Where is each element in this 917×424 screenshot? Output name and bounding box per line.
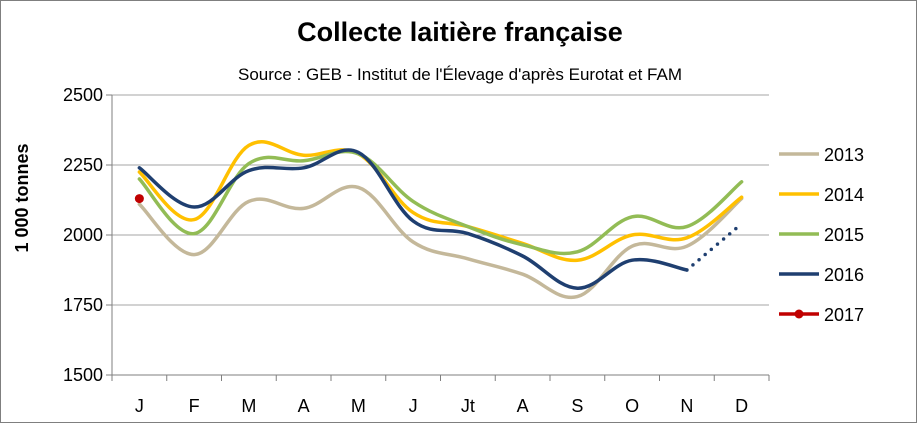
x-tick-label-0: J bbox=[135, 396, 144, 416]
x-tick-label-8: S bbox=[571, 396, 583, 416]
x-tick-labels: J F M A M J Jt A S O N D bbox=[135, 396, 748, 416]
y-tick-label-1750: 1750 bbox=[63, 295, 103, 315]
chart-subtitle: Source : GEB - Institut de l'Élevage d'a… bbox=[238, 65, 682, 84]
chart-title: Collecte laitière française bbox=[297, 17, 623, 47]
x-tick-label-7: A bbox=[517, 396, 529, 416]
legend: 2013 2014 2015 2016 2017 bbox=[779, 145, 864, 325]
y-tick-labels: 1500 1750 2000 2250 2500 bbox=[63, 85, 103, 385]
legend-label-2017: 2017 bbox=[824, 305, 864, 325]
x-tick-label-10: N bbox=[680, 396, 693, 416]
y-tick-label-2000: 2000 bbox=[63, 225, 103, 245]
x-tick-label-5: J bbox=[409, 396, 418, 416]
x-tick-label-1: F bbox=[189, 396, 200, 416]
x-tick-label-4: M bbox=[351, 396, 366, 416]
x-tick-label-3: A bbox=[298, 396, 310, 416]
x-tick-label-6: Jt bbox=[461, 396, 475, 416]
legend-label-2013: 2013 bbox=[824, 145, 864, 165]
x-tick-label-9: O bbox=[625, 396, 639, 416]
legend-label-2015: 2015 bbox=[824, 225, 864, 245]
legend-marker-2017 bbox=[795, 310, 804, 319]
y-tick-label-1500: 1500 bbox=[63, 365, 103, 385]
x-tick-label-2: M bbox=[241, 396, 256, 416]
series-forecast-2016 bbox=[687, 224, 742, 270]
x-tick-label-11: D bbox=[735, 396, 748, 416]
series-line-2013 bbox=[139, 186, 741, 297]
legend-label-2016: 2016 bbox=[824, 265, 864, 285]
legend-label-2014: 2014 bbox=[824, 185, 864, 205]
y-tick-label-2250: 2250 bbox=[63, 155, 103, 175]
y-axis-label: 1 000 tonnes bbox=[12, 143, 32, 252]
y-tick-label-2500: 2500 bbox=[63, 85, 103, 105]
series-line-2016 bbox=[139, 150, 687, 288]
point-2017 bbox=[135, 194, 144, 203]
